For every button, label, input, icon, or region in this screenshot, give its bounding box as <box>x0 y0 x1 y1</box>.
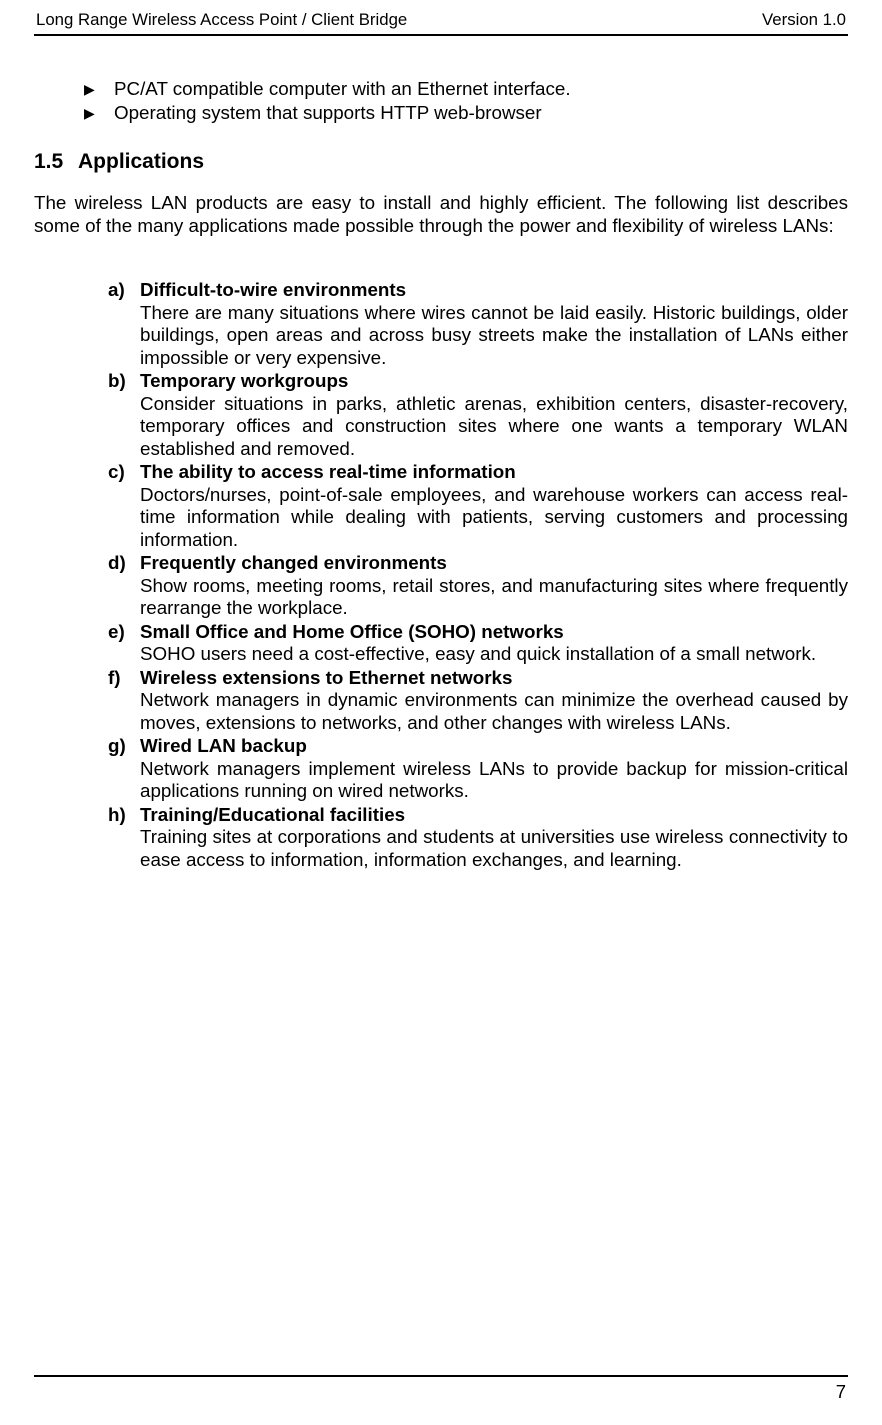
item-title: Frequently changed environments <box>140 552 447 575</box>
list-item: h)Training/Educational facilities Traini… <box>108 804 848 872</box>
item-body: SOHO users need a cost-effective, easy a… <box>140 643 848 666</box>
item-letter: h) <box>108 804 140 827</box>
item-title: Temporary workgroups <box>140 370 348 393</box>
triangle-bullet-icon: ▶ <box>84 78 114 100</box>
page-content: ▶ PC/AT compatible computer with an Ethe… <box>34 36 848 871</box>
list-item: ▶ PC/AT compatible computer with an Ethe… <box>84 78 848 100</box>
list-item: g)Wired LAN backup Network managers impl… <box>108 735 848 803</box>
list-item: e)Small Office and Home Office (SOHO) ne… <box>108 621 848 666</box>
item-letter: a) <box>108 279 140 302</box>
item-letter: e) <box>108 621 140 644</box>
list-item: c)The ability to access real-time inform… <box>108 461 848 551</box>
applications-list: a)Difficult-to-wire environments There a… <box>108 279 848 871</box>
intro-paragraph: The wireless LAN products are easy to in… <box>34 192 848 237</box>
footer-rule <box>34 1375 848 1377</box>
section-number: 1.5 <box>34 150 78 174</box>
item-title: The ability to access real-time informat… <box>140 461 516 484</box>
item-body: Training sites at corporations and stude… <box>140 826 848 871</box>
list-item: a)Difficult-to-wire environments There a… <box>108 279 848 369</box>
section-title: Applications <box>78 150 204 174</box>
item-body: Show rooms, meeting rooms, retail stores… <box>140 575 848 620</box>
item-letter: b) <box>108 370 140 393</box>
item-body: Doctors/nurses, point-of-sale employees,… <box>140 484 848 552</box>
bullet-text: Operating system that supports HTTP web-… <box>114 102 542 124</box>
bullet-text: PC/AT compatible computer with an Ethern… <box>114 78 571 100</box>
item-body: Network managers implement wireless LANs… <box>140 758 848 803</box>
item-title: Training/Educational facilities <box>140 804 405 827</box>
header-left: Long Range Wireless Access Point / Clien… <box>36 10 407 30</box>
list-item: b)Temporary workgroups Consider situatio… <box>108 370 848 460</box>
bullet-list: ▶ PC/AT compatible computer with an Ethe… <box>84 78 848 124</box>
header-right: Version 1.0 <box>762 10 846 30</box>
triangle-bullet-icon: ▶ <box>84 102 114 124</box>
item-body: There are many situations where wires ca… <box>140 302 848 370</box>
item-title: Small Office and Home Office (SOHO) netw… <box>140 621 564 644</box>
list-item: d)Frequently changed environments Show r… <box>108 552 848 620</box>
item-letter: f) <box>108 667 140 690</box>
page: Long Range Wireless Access Point / Clien… <box>0 0 882 1425</box>
page-header: Long Range Wireless Access Point / Clien… <box>34 10 848 30</box>
page-footer: 7 <box>34 1375 848 1403</box>
page-number: 7 <box>34 1381 848 1403</box>
item-title: Difficult-to-wire environments <box>140 279 406 302</box>
item-title: Wireless extensions to Ethernet networks <box>140 667 512 690</box>
list-item: ▶ Operating system that supports HTTP we… <box>84 102 848 124</box>
item-letter: g) <box>108 735 140 758</box>
item-letter: c) <box>108 461 140 484</box>
item-letter: d) <box>108 552 140 575</box>
item-body: Network managers in dynamic environments… <box>140 689 848 734</box>
list-item: f)Wireless extensions to Ethernet networ… <box>108 667 848 735</box>
section-heading: 1.5 Applications <box>34 150 848 174</box>
item-title: Wired LAN backup <box>140 735 307 758</box>
item-body: Consider situations in parks, athletic a… <box>140 393 848 461</box>
